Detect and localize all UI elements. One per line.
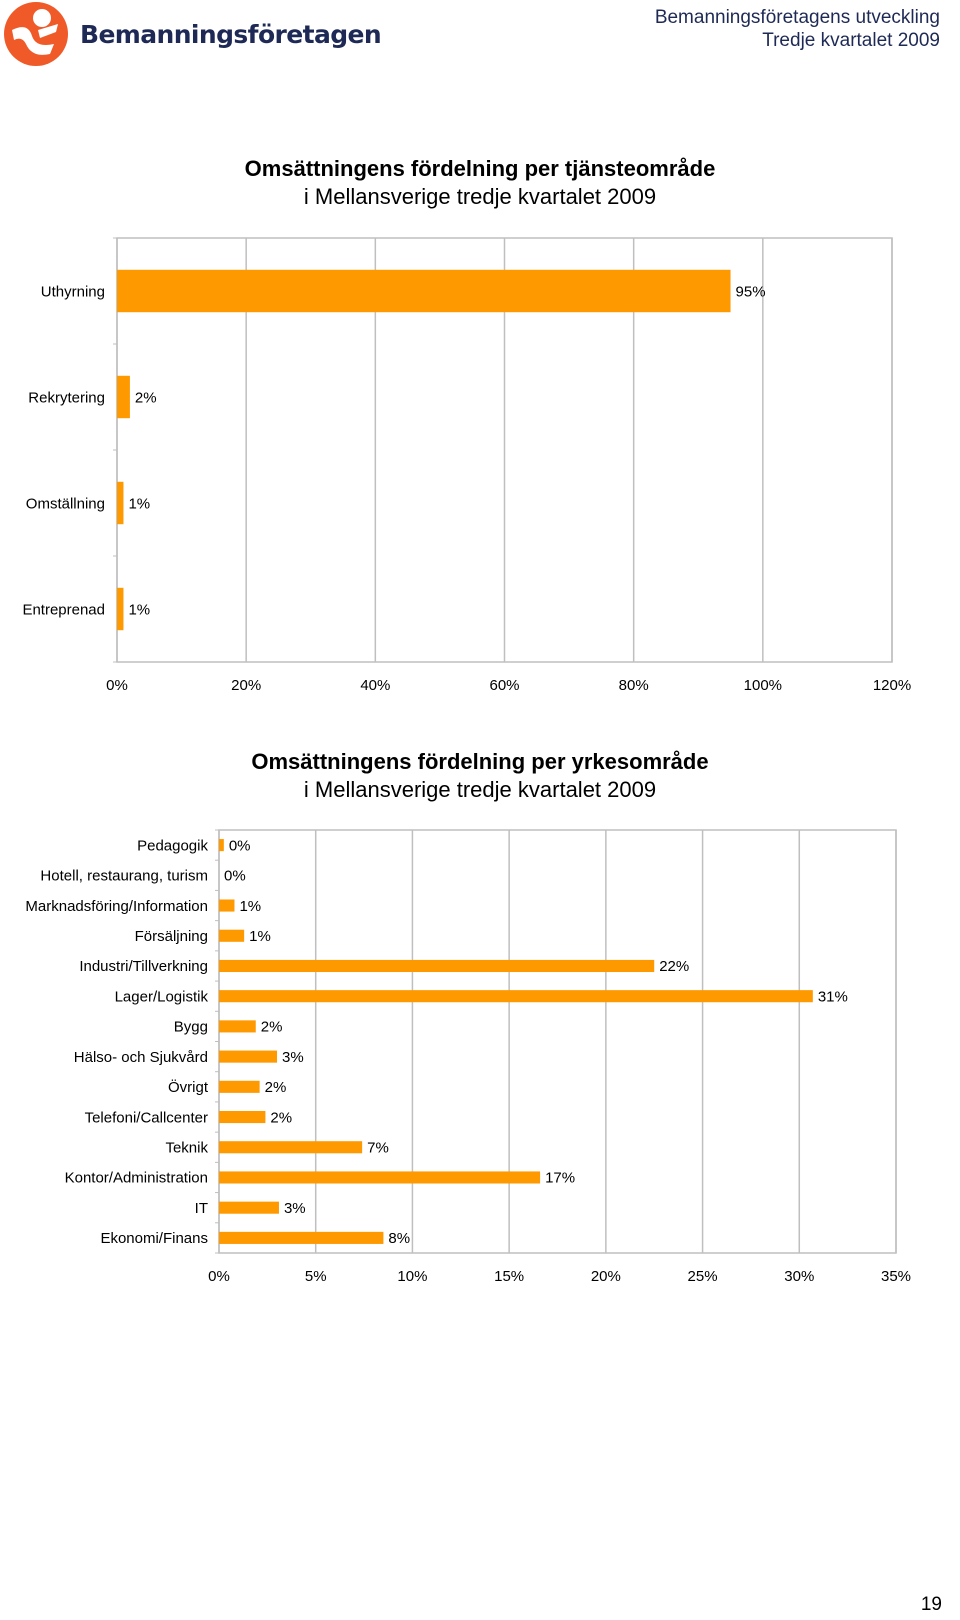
chart2-x-tick-label: 5%: [305, 1268, 327, 1285]
chart2-category-label: Hälso- och Sjukvård: [74, 1049, 208, 1066]
chart2-x-tick-label: 30%: [784, 1268, 814, 1285]
chart2-bar: [219, 1080, 260, 1093]
chart2-x-tick-label: 15%: [494, 1268, 524, 1285]
chart2-title: Omsättningens fördelning per yrkesområde: [251, 749, 709, 774]
chart2-bar: [219, 1231, 384, 1244]
chart2-data-label: 17%: [545, 1170, 575, 1187]
chart2-category-label: Försäljning: [135, 928, 208, 945]
chart1-x-tick-label: 0%: [106, 677, 128, 694]
chart2-plot-area: [218, 829, 897, 1254]
chart2-x-tick-label: 10%: [397, 1268, 427, 1285]
chart1-category-label: Entreprenad: [22, 601, 105, 618]
chart1-x-tick-label: 20%: [231, 677, 261, 694]
brand-name: Bemanningsföretagen: [80, 20, 382, 49]
chart1-bar: [117, 481, 124, 525]
chart1-titles: Omsättningens fördelning per tjänsteområ…: [0, 155, 960, 211]
report-header: Bemanningsföretagens utveckling Tredje k…: [655, 6, 940, 52]
brand-logo-icon: [4, 2, 68, 66]
chart2-bar: [219, 1201, 279, 1214]
chart2-data-label: 22%: [659, 958, 689, 975]
chart2-category-label: Marknadsföring/Information: [25, 898, 208, 915]
chart2-data-label: 3%: [282, 1049, 304, 1066]
chart2-data-label: 2%: [261, 1019, 283, 1036]
chart2-data-label: 3%: [284, 1200, 306, 1217]
chart2-category-label: Teknik: [165, 1140, 208, 1157]
chart2-bar: [219, 929, 245, 942]
chart2-bar: [219, 1171, 541, 1184]
chart2-x-tick-label: 0%: [208, 1268, 230, 1285]
chart2-bar: [219, 990, 813, 1003]
chart2-data-label: 1%: [249, 928, 271, 945]
chart1-category-label: Omställning: [26, 495, 105, 512]
chart1-service-area-bar-chart: 0% 20% 40% 60% 80% 100% 120% Uthyrning 95% Rekryt…: [22, 237, 911, 694]
report-subtitle: Tredje kvartalet 2009: [762, 30, 940, 51]
chart2-category-label: Pedagogik: [137, 837, 208, 854]
chart2-category-label: IT: [195, 1200, 208, 1217]
chart1-data-label: 1%: [128, 495, 150, 512]
chart2-bar: [219, 1050, 278, 1063]
chart1-x-tick-label: 120%: [873, 677, 911, 694]
chart2-category-label: Övrigt: [168, 1078, 209, 1096]
chart2-data-label: 8%: [388, 1230, 410, 1247]
chart2-bar: [219, 1141, 363, 1154]
chart2-category-label: Kontor/Administration: [65, 1170, 208, 1187]
chart2-x-tick-label: 20%: [591, 1268, 621, 1285]
chart2-category-label: Lager/Logistik: [115, 988, 209, 1005]
chart1-x-tick-label: 80%: [619, 677, 649, 694]
chart2-category-label: Bygg: [174, 1019, 208, 1036]
chart2-bar: [219, 1020, 256, 1033]
chart1-x-tick-label: 100%: [744, 677, 782, 694]
chart2-bar: [219, 899, 235, 912]
chart2-bar: [219, 839, 224, 852]
chart1-title: Omsättningens fördelning per tjänsteområ…: [244, 156, 716, 181]
chart2-subtitle: i Mellansverige tredje kvartalet 2009: [303, 777, 657, 802]
chart2-data-label: 2%: [265, 1079, 287, 1096]
chart2-data-label: 0%: [224, 868, 246, 885]
chart1-category-label: Rekrytering: [28, 389, 105, 406]
chart2-data-label: 31%: [818, 988, 848, 1005]
chart2-data-label: 7%: [367, 1140, 389, 1157]
chart2-bar: [219, 959, 655, 973]
report-title: Bemanningsföretagens utveckling: [654, 7, 940, 28]
chart2-category-label: Ekonomi/Finans: [100, 1230, 208, 1247]
chart2-data-label: 0%: [229, 837, 251, 854]
chart1-subtitle: i Mellansverige tredje kvartalet 2009: [303, 184, 657, 209]
chart2-x-tick-label: 35%: [881, 1268, 911, 1285]
chart1-category-label: Uthyrning: [41, 283, 105, 300]
chart2-x-tick-label: 25%: [688, 1268, 718, 1285]
chart2-category-label: Industri/Tillverkning: [79, 958, 208, 975]
chart2-category-label: Telefoni/Callcenter: [85, 1109, 208, 1126]
chart2-bar: [219, 1110, 266, 1124]
chart1-x-tick-label: 60%: [489, 677, 519, 694]
chart1-bar: [117, 375, 130, 419]
page-number: 19: [920, 1594, 942, 1615]
chart2-category-label: Hotell, restaurang, turism: [40, 868, 208, 885]
chart1-data-label: 95%: [736, 283, 766, 300]
chart2-titles: Omsättningens fördelning per yrkesområde…: [0, 748, 960, 804]
chart1-data-label: 1%: [128, 601, 150, 618]
chart1-x-tick-label: 40%: [360, 677, 390, 694]
chart2-data-label: 1%: [239, 898, 261, 915]
chart1-bar: [117, 587, 124, 631]
chart2-occupation-area-bar-chart: 0% 5% 10% 15% 20% 25% 30% 35% Pedagogik 0% Hotell,…: [25, 829, 911, 1285]
chart2-data-label: 2%: [270, 1109, 292, 1126]
chart1-data-label: 2%: [135, 389, 157, 406]
chart1-bar: [117, 269, 731, 313]
